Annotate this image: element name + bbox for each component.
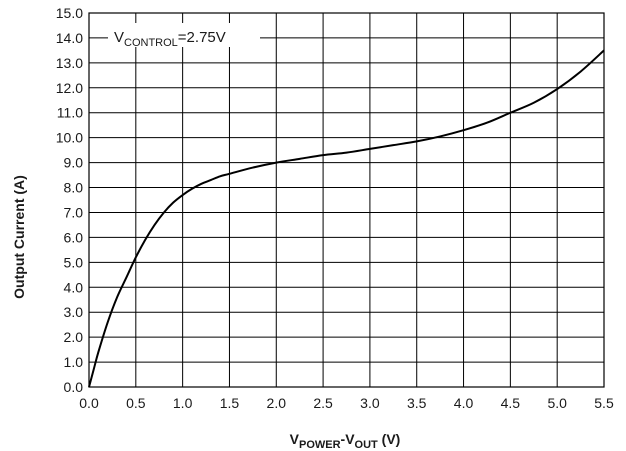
plot-frame — [88, 12, 605, 388]
x-tick-label: 2.0 — [267, 395, 287, 411]
y-tick-label: 5.0 — [64, 254, 84, 270]
annotation-background — [108, 23, 260, 47]
x-tick-label: 4.0 — [454, 395, 474, 411]
y-tick-label: 4.0 — [64, 279, 84, 295]
y-tick-label: 13.0 — [56, 55, 83, 71]
x-tick-labels: 0.0 0.5 1.0 1.5 2.0 2.5 3.0 3.5 4.0 4.5 5.0 5.5 — [79, 395, 614, 411]
x-tick-label: 4.5 — [501, 395, 521, 411]
y-tick-label: 1.0 — [64, 354, 84, 370]
y-tick-label: 10.0 — [56, 130, 83, 146]
y-axis-title: Output Current (A) — [11, 175, 27, 299]
data-series-line — [88, 49, 605, 388]
x-tick-label: 1.0 — [173, 395, 193, 411]
x-tick-label: 3.0 — [360, 395, 380, 411]
y-tick-label: 8.0 — [64, 180, 84, 196]
x-tick-label: 0.5 — [126, 395, 146, 411]
x-tick-label: 5.5 — [594, 395, 614, 411]
y-tick-label: 9.0 — [64, 155, 84, 171]
y-tick-label: 3.0 — [64, 304, 84, 320]
y-tick-label: 6.0 — [64, 229, 84, 245]
y-tick-label: 0.0 — [64, 379, 84, 395]
y-tick-label: 14.0 — [56, 30, 83, 46]
y-tick-label: 15.0 — [56, 5, 83, 21]
x-axis-title: VPOWER-VOUT (V) — [290, 431, 401, 451]
x-tick-label: 3.5 — [407, 395, 427, 411]
x-tick-label: 1.5 — [220, 395, 240, 411]
y-tick-label: 2.0 — [64, 329, 84, 345]
y-tick-label: 12.0 — [56, 80, 83, 96]
y-tick-label: 7.0 — [64, 204, 84, 220]
y-tick-labels: 0.0 1.0 2.0 3.0 4.0 5.0 6.0 7.0 8.0 9.0 10.0 11.0 12… — [56, 5, 83, 395]
x-tick-label: 2.5 — [313, 395, 333, 411]
y-tick-label: 11.0 — [57, 105, 83, 121]
x-tick-label: 5.0 — [547, 395, 567, 411]
control-voltage-annotation: VCONTROL=2.75V — [114, 29, 226, 49]
x-tick-label: 0.0 — [79, 395, 99, 411]
grid-lines — [88, 12, 605, 388]
